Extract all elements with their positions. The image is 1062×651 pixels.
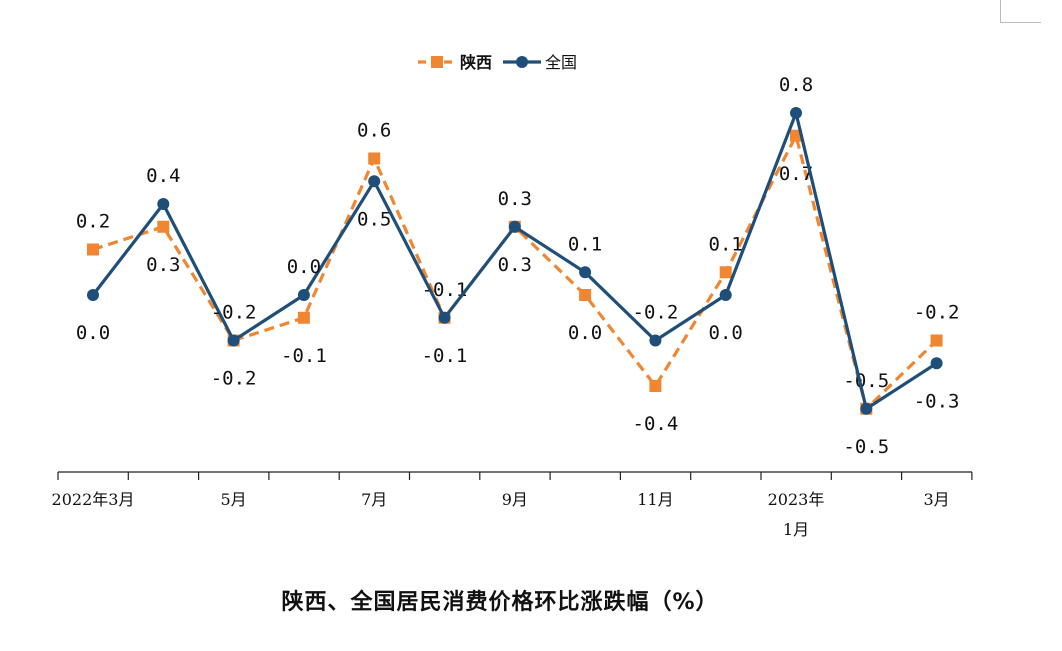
chart-caption: 陕西、全国居民消费价格环比涨跌幅（%） bbox=[281, 590, 719, 615]
data-label-shaanxi: 0.2 bbox=[76, 211, 110, 233]
x-tick-label: 2022年3月 bbox=[52, 490, 135, 509]
data-label-national: 0.8 bbox=[779, 74, 813, 96]
data-point-shaanxi bbox=[719, 266, 732, 279]
data-point-shaanxi bbox=[930, 334, 943, 347]
data-point-national bbox=[227, 334, 240, 347]
legend-marker-shaanxi bbox=[431, 56, 443, 68]
data-label-shaanxi: 0.3 bbox=[498, 254, 532, 276]
x-tick-label: 5月 bbox=[221, 490, 247, 509]
data-point-national bbox=[508, 220, 521, 233]
data-label-shaanxi: 0.6 bbox=[357, 120, 391, 142]
data-point-national bbox=[719, 289, 732, 301]
data-label-national: -0.3 bbox=[914, 390, 960, 412]
data-point-national bbox=[930, 357, 943, 370]
legend-marker-national bbox=[516, 56, 528, 68]
legend-label-national: 全国 bbox=[545, 53, 577, 72]
data-point-shaanxi bbox=[368, 152, 381, 165]
data-label-shaanxi: -0.2 bbox=[211, 368, 257, 390]
data-point-shaanxi bbox=[297, 311, 310, 324]
x-tick-label: 9月 bbox=[502, 490, 528, 509]
data-label-national: 0.0 bbox=[709, 322, 743, 344]
data-point-national bbox=[297, 289, 310, 301]
data-point-shaanxi bbox=[157, 220, 170, 233]
data-label-shaanxi: -0.4 bbox=[633, 413, 679, 435]
x-tick-label: 11月 bbox=[637, 490, 673, 509]
data-label-national: 0.4 bbox=[146, 165, 180, 187]
data-label-national: 0.3 bbox=[498, 188, 532, 210]
data-point-national bbox=[157, 198, 170, 210]
data-point-national bbox=[579, 266, 592, 279]
data-label-national: 0.0 bbox=[76, 322, 110, 344]
data-point-national bbox=[860, 402, 873, 415]
data-label-shaanxi: -0.5 bbox=[843, 370, 889, 392]
page-corner-mark bbox=[1000, 0, 1041, 23]
data-point-national bbox=[649, 334, 662, 347]
x-tick-label: 3月 bbox=[924, 490, 950, 509]
data-label-shaanxi: 0.0 bbox=[568, 322, 602, 344]
data-label-shaanxi: 0.7 bbox=[779, 163, 813, 185]
data-label-national: 0.1 bbox=[568, 233, 602, 255]
data-label-national: 0.5 bbox=[357, 208, 391, 230]
data-point-national bbox=[790, 107, 802, 119]
data-label-national: -0.5 bbox=[843, 436, 889, 458]
x-tick-label: 7月 bbox=[361, 490, 387, 509]
data-label-shaanxi: 0.1 bbox=[709, 233, 743, 255]
data-point-national bbox=[368, 175, 381, 188]
legend-label-shaanxi: 陕西 bbox=[460, 53, 492, 72]
data-point-shaanxi bbox=[649, 380, 662, 392]
data-label-national: -0.1 bbox=[422, 345, 468, 367]
data-point-national bbox=[438, 311, 451, 324]
data-label-shaanxi: 0.3 bbox=[146, 254, 180, 276]
data-point-shaanxi bbox=[579, 289, 592, 301]
data-label-shaanxi: -0.1 bbox=[281, 345, 327, 367]
data-label-national: -0.2 bbox=[633, 302, 679, 324]
data-point-shaanxi bbox=[87, 243, 99, 256]
data-point-shaanxi bbox=[790, 129, 802, 142]
x-tick-label: 2023年 bbox=[768, 490, 825, 509]
x-tick-label: 1月 bbox=[783, 520, 809, 539]
data-label-national: 0.0 bbox=[287, 256, 321, 278]
data-label-national: -0.2 bbox=[211, 302, 257, 324]
data-label-shaanxi: -0.2 bbox=[914, 302, 960, 324]
data-point-national bbox=[87, 289, 99, 301]
